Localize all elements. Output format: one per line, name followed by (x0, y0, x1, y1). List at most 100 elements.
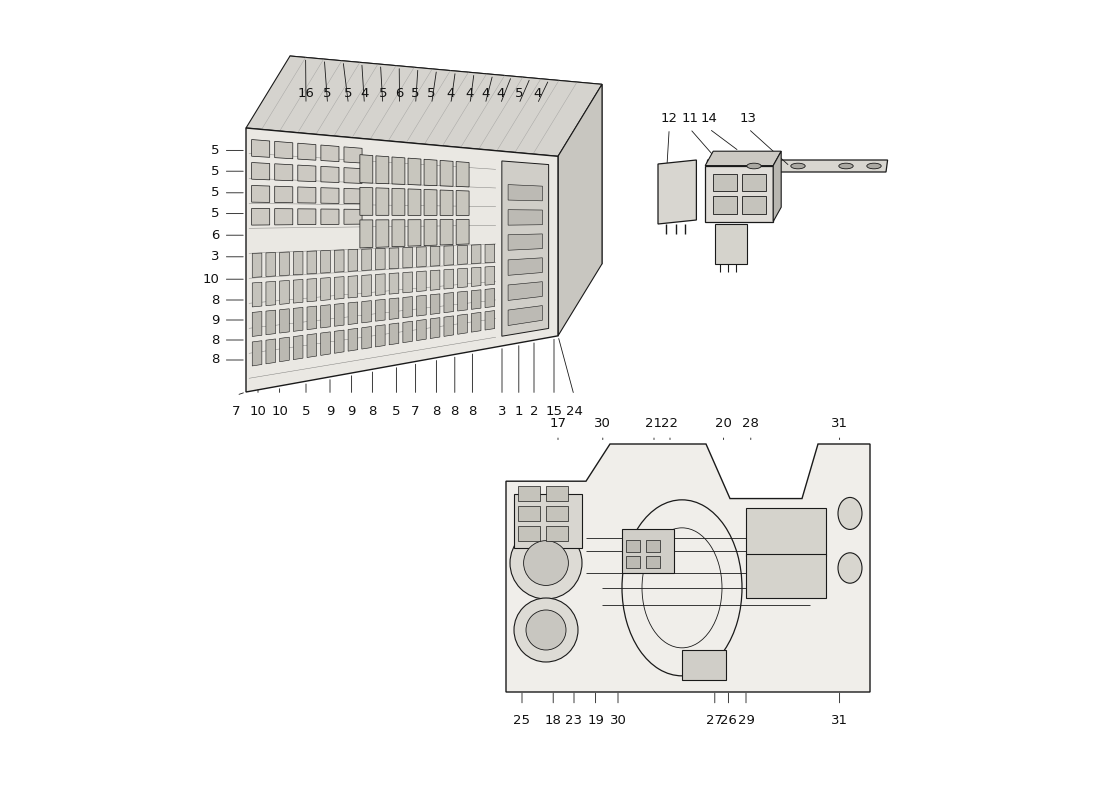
Bar (646, 556, 660, 568)
Polygon shape (290, 56, 602, 320)
Polygon shape (773, 151, 781, 222)
Bar (518, 526, 540, 541)
Polygon shape (430, 246, 440, 266)
Polygon shape (321, 250, 330, 273)
Polygon shape (471, 312, 481, 332)
Polygon shape (321, 278, 330, 301)
Polygon shape (440, 161, 453, 186)
Polygon shape (376, 188, 389, 215)
Polygon shape (298, 165, 316, 182)
Polygon shape (705, 166, 773, 222)
Text: 3: 3 (497, 405, 506, 418)
Text: 8: 8 (451, 405, 459, 418)
Text: 5: 5 (427, 87, 436, 100)
Bar (518, 506, 540, 521)
Polygon shape (252, 186, 270, 202)
Polygon shape (417, 319, 426, 341)
Text: 5: 5 (411, 87, 420, 100)
Text: 5: 5 (392, 405, 400, 418)
Bar (518, 486, 540, 501)
Text: 31: 31 (832, 418, 848, 430)
Bar (546, 526, 569, 541)
Polygon shape (471, 245, 481, 264)
Polygon shape (389, 248, 399, 269)
Polygon shape (430, 318, 440, 338)
Text: 7: 7 (232, 405, 241, 418)
Polygon shape (376, 156, 389, 184)
Text: 7: 7 (411, 405, 420, 418)
Polygon shape (485, 310, 495, 330)
Polygon shape (279, 337, 289, 362)
Polygon shape (375, 248, 385, 270)
Text: 5: 5 (211, 144, 220, 157)
Polygon shape (425, 220, 437, 246)
Polygon shape (275, 164, 293, 181)
Text: 20: 20 (715, 418, 732, 430)
Polygon shape (508, 185, 542, 201)
Polygon shape (458, 291, 468, 311)
Polygon shape (456, 190, 469, 215)
Bar (546, 506, 569, 521)
Text: 6: 6 (395, 87, 404, 100)
Polygon shape (444, 316, 453, 336)
Text: 5: 5 (211, 207, 220, 220)
Polygon shape (392, 157, 405, 185)
Circle shape (510, 527, 582, 599)
Polygon shape (252, 282, 262, 307)
Polygon shape (275, 186, 293, 202)
Bar (746, 508, 826, 555)
Polygon shape (375, 299, 385, 321)
Text: 19: 19 (587, 714, 604, 726)
Polygon shape (252, 209, 270, 225)
Bar (713, 174, 737, 191)
Ellipse shape (838, 553, 862, 583)
Polygon shape (360, 220, 373, 248)
Polygon shape (430, 294, 440, 314)
Polygon shape (334, 303, 344, 326)
Polygon shape (252, 253, 262, 278)
Text: 2: 2 (530, 405, 538, 418)
Polygon shape (275, 209, 293, 225)
Ellipse shape (791, 163, 805, 169)
Polygon shape (275, 142, 293, 158)
Polygon shape (444, 246, 453, 266)
Bar (626, 540, 640, 552)
Text: 26: 26 (720, 714, 737, 726)
Polygon shape (705, 151, 781, 166)
Polygon shape (266, 339, 276, 364)
Polygon shape (307, 306, 317, 330)
Bar (621, 529, 674, 573)
Text: 8: 8 (211, 294, 220, 306)
Polygon shape (252, 341, 262, 366)
Polygon shape (321, 166, 339, 182)
Text: 14: 14 (701, 112, 717, 125)
Text: 5: 5 (301, 405, 310, 418)
Polygon shape (362, 274, 372, 297)
Polygon shape (307, 251, 317, 274)
Polygon shape (502, 161, 549, 336)
Polygon shape (458, 268, 468, 288)
Text: 8: 8 (211, 354, 220, 366)
Polygon shape (403, 247, 412, 268)
Polygon shape (408, 158, 421, 185)
Polygon shape (362, 249, 372, 270)
Text: 16: 16 (298, 87, 315, 100)
Polygon shape (348, 276, 358, 298)
Polygon shape (321, 145, 339, 162)
Polygon shape (266, 310, 276, 334)
Polygon shape (558, 84, 602, 336)
Text: 4: 4 (465, 87, 474, 100)
Polygon shape (440, 219, 453, 245)
Polygon shape (375, 274, 385, 295)
Polygon shape (252, 139, 270, 158)
Ellipse shape (838, 498, 862, 530)
Polygon shape (485, 244, 495, 262)
Bar (514, 494, 582, 548)
Text: 4: 4 (481, 87, 490, 100)
Polygon shape (246, 56, 602, 156)
Polygon shape (321, 188, 339, 203)
Polygon shape (279, 252, 289, 276)
Text: 22: 22 (661, 418, 679, 430)
Text: 5: 5 (378, 87, 387, 100)
Polygon shape (376, 220, 389, 247)
